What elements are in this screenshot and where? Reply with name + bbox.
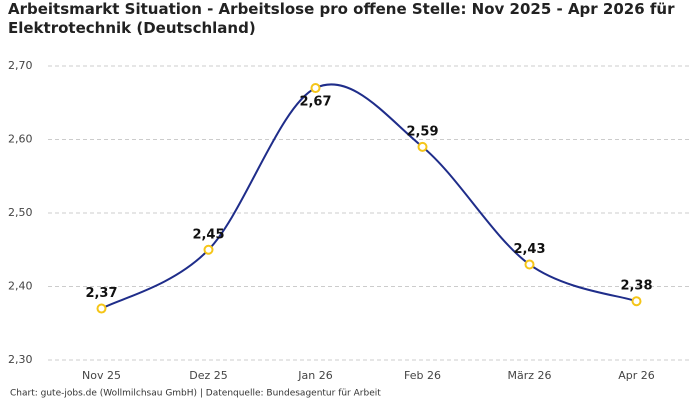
value-label: 2,67 (299, 95, 331, 110)
x-tick-label: Apr 26 (618, 369, 655, 382)
x-tick-label: Dez 25 (189, 369, 228, 382)
source: Chart: gute-jobs.de (Wollmilchsau GmbH) … (10, 389, 381, 399)
marker (96, 303, 107, 314)
line (101, 83, 637, 310)
value-label: 2,59 (406, 124, 438, 139)
marker (310, 83, 321, 94)
marker (631, 296, 642, 307)
value-label: 2,37 (85, 286, 117, 301)
chart-title: Arbeitsmarkt Situation - Arbeitslose pro… (8, 0, 675, 37)
value-label: 2,43 (513, 242, 545, 257)
y-tick-label: 2,30 (8, 353, 33, 366)
x-tick-label: Jan 26 (297, 369, 332, 382)
marker (203, 244, 214, 255)
x-tick-label: März 26 (507, 369, 551, 382)
value-label: 2,38 (620, 279, 652, 294)
x-tick-label: Nov 25 (82, 369, 121, 382)
x-tick-label: Feb 26 (404, 369, 441, 382)
title-box: Arbeitsmarkt Situation - Arbeitslose pro… (8, 0, 675, 37)
marker (524, 259, 535, 270)
value-label: 2,45 (192, 227, 224, 242)
y-tick-label: 2,70 (8, 59, 33, 72)
y-tick-label: 2,50 (8, 206, 33, 219)
y-tick-label: 2,60 (8, 133, 33, 146)
marker (417, 141, 428, 152)
y-tick-label: 2,40 (8, 280, 33, 293)
